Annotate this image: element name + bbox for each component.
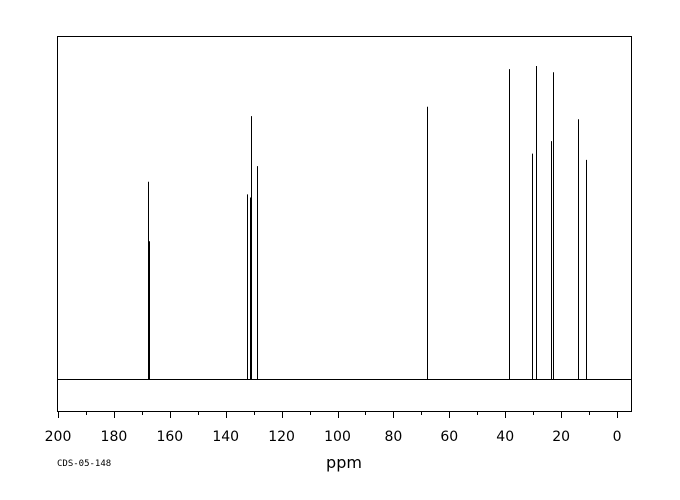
x-tick-label: 140 <box>212 429 239 445</box>
x-tick-label: 40 <box>496 429 514 445</box>
x-axis-tick-labels: 200 180 160 140 120 100 80 60 40 20 0 <box>45 429 622 445</box>
x-axis-title: ppm <box>326 453 362 472</box>
x-tick-label: 180 <box>101 429 128 445</box>
plot-frame <box>57 36 632 412</box>
spectrum-code-label: CDS-05-148 <box>57 459 111 469</box>
x-tick-label: 60 <box>440 429 458 445</box>
x-tick-label: 160 <box>156 429 183 445</box>
x-tick-label: 20 <box>552 429 570 445</box>
x-tick-label: 0 <box>613 429 622 445</box>
x-tick-label: 100 <box>324 429 351 445</box>
spectrum-peaks <box>148 66 587 379</box>
x-tick-label: 200 <box>45 429 72 445</box>
x-axis-ticks <box>58 411 618 418</box>
x-tick-label: 80 <box>385 429 403 445</box>
x-tick-label: 120 <box>268 429 295 445</box>
